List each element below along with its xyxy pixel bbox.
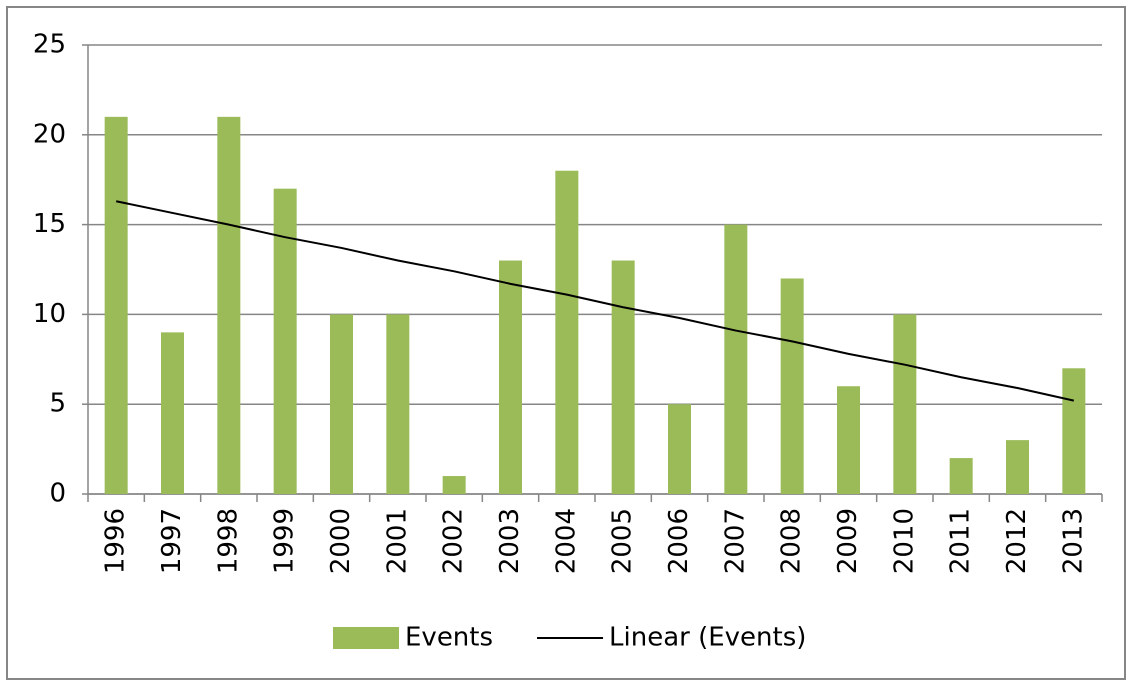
bar [217, 116, 241, 494]
bar [555, 170, 579, 494]
x-tick-label: 2009 [833, 508, 863, 574]
x-tick-label: 2000 [326, 508, 356, 574]
x-tick-label: 1999 [270, 508, 300, 574]
x-tick-label: 2001 [382, 508, 412, 574]
legend-label: Events [405, 623, 493, 653]
bar [330, 314, 353, 494]
x-tick-label: 2008 [777, 508, 807, 574]
y-tick-label: 0 [49, 479, 66, 509]
x-tick-label: 2007 [720, 508, 750, 574]
x-tick-label: 1996 [101, 508, 131, 574]
x-tick-label: 1998 [213, 508, 243, 574]
y-tick-label: 25 [33, 30, 66, 60]
bar [442, 476, 466, 494]
bar [837, 386, 860, 494]
bar [780, 278, 804, 494]
bar [949, 458, 973, 494]
x-tick-label: 1997 [157, 508, 187, 574]
bar [893, 314, 917, 494]
bar [668, 404, 691, 494]
trend-line [115, 200, 1075, 402]
x-tick-label: 2004 [551, 508, 581, 574]
x-tick-label: 2006 [664, 508, 694, 574]
bar [499, 260, 522, 494]
y-tick-label: 15 [33, 209, 66, 239]
bar [1006, 440, 1029, 494]
x-tick-label: 2012 [1002, 508, 1032, 574]
x-tick-label: 2013 [1058, 508, 1088, 574]
legend-swatch [333, 627, 399, 649]
y-tick-label: 20 [33, 119, 66, 149]
bar [724, 224, 748, 494]
bar [104, 116, 128, 494]
x-tick-label: 2010 [889, 508, 919, 574]
legend-label: Linear (Events) [609, 623, 806, 653]
y-tick-label: 10 [33, 299, 66, 329]
bar [273, 188, 297, 494]
y-tick-label: 5 [49, 389, 66, 419]
x-tick-label: 2005 [608, 508, 638, 574]
x-tick-label: 2002 [439, 508, 469, 574]
bar [386, 314, 410, 494]
x-tick-label: 2003 [495, 508, 525, 574]
bar [611, 260, 635, 494]
x-tick-label: 2011 [946, 508, 976, 574]
bar [1062, 368, 1086, 494]
bar [161, 332, 184, 494]
